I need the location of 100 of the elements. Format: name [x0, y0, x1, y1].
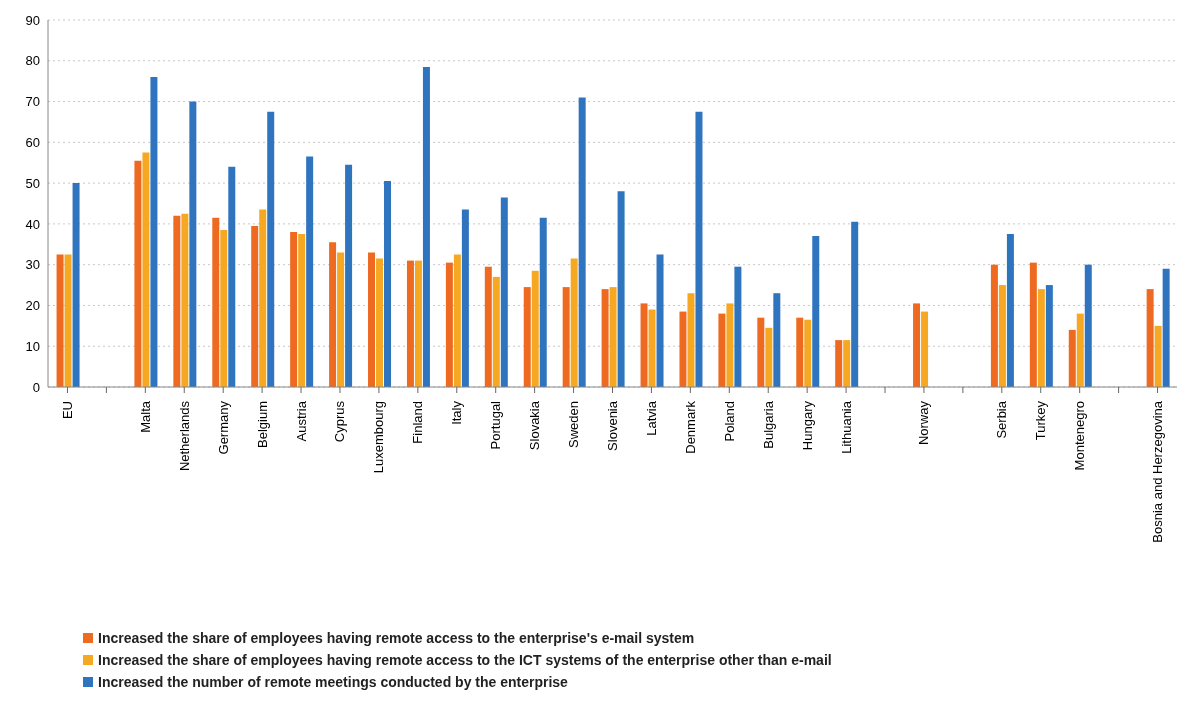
- bar: [695, 111, 703, 387]
- bar: [329, 242, 337, 387]
- bar: [843, 340, 851, 387]
- bar: [1037, 289, 1045, 387]
- x-tick-label: Austria: [293, 400, 309, 442]
- bar: [1068, 329, 1076, 387]
- bar: [1154, 325, 1162, 387]
- bar: [220, 230, 228, 387]
- bar: [539, 217, 547, 387]
- y-tick-label: 50: [25, 175, 40, 191]
- bar: [812, 236, 820, 387]
- bar: [181, 213, 189, 387]
- bar: [1006, 234, 1014, 387]
- bar: [726, 303, 734, 387]
- y-tick-label: 20: [25, 298, 40, 314]
- x-tick-label: Norway: [916, 400, 932, 446]
- x-tick-label: Bosnia and Herzegovina: [1150, 400, 1166, 543]
- bar: [734, 266, 742, 387]
- x-tick-label: Poland: [721, 401, 737, 442]
- bar: [851, 221, 859, 387]
- bar: [453, 254, 461, 387]
- bar: [796, 317, 804, 387]
- x-tick-label: Germany: [215, 400, 231, 455]
- x-tick-label: Belgium: [254, 401, 270, 448]
- bar: [687, 293, 695, 387]
- bar: [578, 97, 586, 387]
- y-tick-label: 30: [25, 257, 40, 273]
- bar: [306, 156, 314, 387]
- y-tick-label: 70: [25, 94, 40, 110]
- bar: [523, 287, 531, 387]
- bar: [56, 254, 64, 387]
- bar: [609, 287, 617, 387]
- legend-label: Increased the share of employees having remote access to the enterprise's e-mail system: [98, 629, 695, 648]
- bar: [376, 258, 384, 387]
- bar: [679, 311, 687, 387]
- bar: [267, 111, 275, 387]
- x-tick-label: Serbia: [994, 400, 1010, 439]
- x-tick-label: Slovenia: [605, 400, 620, 451]
- x-tick-label: Cyprus: [332, 400, 348, 443]
- x-tick-label: Luxembourg: [371, 401, 387, 474]
- bar: [913, 303, 921, 387]
- bar: [422, 66, 430, 387]
- x-tick-label: Turkey: [1033, 400, 1049, 441]
- bar: [804, 319, 812, 387]
- y-tick-label: 40: [25, 216, 40, 232]
- bar: [134, 160, 142, 387]
- y-tick-label: 80: [25, 53, 40, 69]
- bar: [656, 254, 664, 387]
- bar: [601, 289, 609, 387]
- bar: [1084, 264, 1092, 387]
- bar: [173, 215, 181, 387]
- bar: [1045, 285, 1053, 387]
- bar: [835, 340, 843, 387]
- bar: [64, 254, 72, 387]
- x-tick-label: Malta: [137, 400, 153, 433]
- x-tick-label: Hungary: [799, 400, 815, 451]
- bar: [773, 293, 781, 387]
- x-tick-label: Italy: [449, 400, 465, 425]
- bar: [368, 252, 376, 387]
- bar: [1146, 289, 1154, 387]
- bar: [998, 285, 1006, 387]
- legend-label: Increased the number of remote meetings conducted by the enterprise: [98, 673, 568, 692]
- legend-label: Increased the share of employees having remote access to the ICT systems of the enterprise other than e-mail: [98, 651, 832, 670]
- bar: [461, 209, 469, 387]
- bar: [531, 270, 539, 387]
- bar: [1162, 268, 1170, 387]
- bar: [406, 260, 414, 387]
- bar: [990, 264, 998, 387]
- x-tick-label: Lithuania: [838, 400, 854, 454]
- bar: [337, 252, 345, 387]
- bar: [142, 152, 150, 387]
- bar: [290, 232, 298, 387]
- y-tick-label: 60: [25, 134, 40, 150]
- bar: [212, 217, 220, 387]
- bar: [1076, 313, 1084, 387]
- bar: [500, 197, 508, 387]
- bar: [228, 166, 236, 387]
- bar: [765, 327, 773, 387]
- bar: [72, 183, 80, 387]
- bar: [251, 225, 259, 387]
- bar: [189, 101, 197, 387]
- bar: [345, 164, 353, 387]
- x-tick-label: Finland: [410, 401, 426, 444]
- x-tick-label: Denmark: [682, 400, 698, 454]
- x-tick-label: EU: [59, 401, 75, 420]
- x-tick-label: Slovakia: [527, 400, 543, 451]
- x-tick-label: Latvia: [643, 400, 659, 436]
- bar: [1029, 262, 1037, 387]
- bar: [718, 313, 726, 387]
- y-tick-label: 10: [25, 338, 40, 354]
- x-tick-label: Bulgaria: [760, 400, 776, 449]
- bar: [484, 266, 492, 387]
- x-tick-label: Montenegro: [1072, 401, 1088, 471]
- x-tick-label: Portugal: [488, 400, 504, 450]
- bar: [757, 317, 765, 387]
- y-tick-label: 0: [32, 379, 40, 395]
- bar: [445, 262, 453, 387]
- bar: [492, 276, 500, 387]
- bar: [570, 258, 578, 387]
- bar: [150, 77, 158, 387]
